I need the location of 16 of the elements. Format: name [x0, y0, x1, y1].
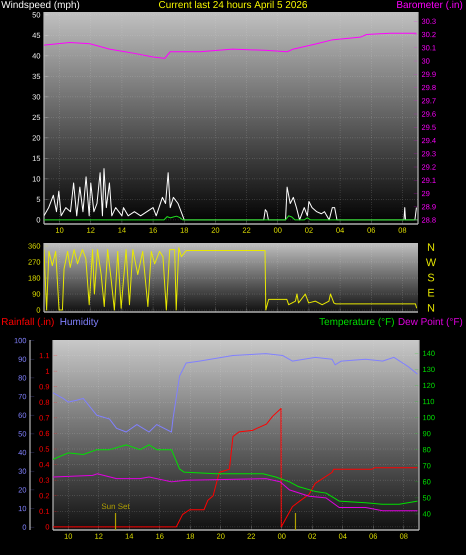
- line-series: [53, 473, 418, 512]
- text: Dew Point (°F): [398, 318, 462, 328]
- text: S: [428, 274, 434, 282]
- text: Temperature (°F): [319, 318, 394, 328]
- text: E: [428, 288, 434, 296]
- line-series: [44, 247, 418, 311]
- line-series: [53, 444, 418, 505]
- text: N: [428, 304, 434, 312]
- text: Rainfall (.in): [2, 318, 54, 328]
- chart-title: Current last 24 hours April 5 2026: [159, 0, 308, 10]
- text: N: [428, 243, 434, 251]
- y2-axis-title: Barometer (.in): [397, 0, 462, 10]
- y-axis-title: Windspeed (mph): [1, 0, 80, 10]
- line-series: [53, 353, 418, 433]
- text: Humidity: [60, 318, 98, 328]
- text: W: [426, 258, 436, 266]
